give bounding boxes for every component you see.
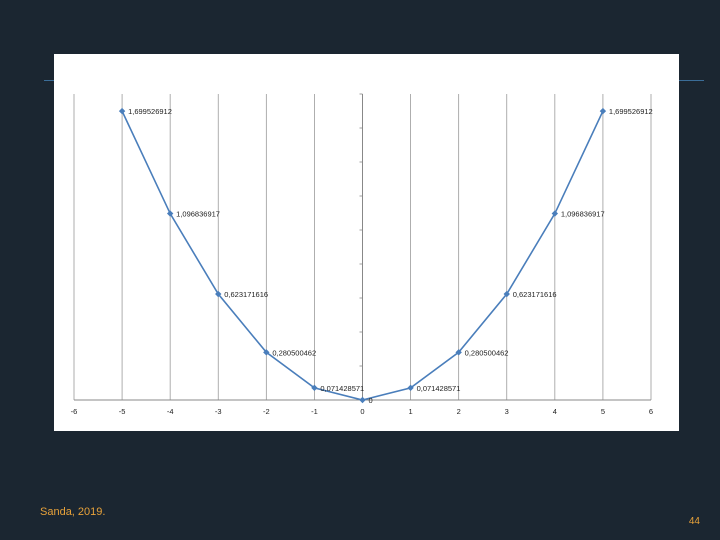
data-label: 1,096836917 — [561, 210, 605, 219]
data-label: 1,699526912 — [609, 107, 653, 116]
data-label: 1,096836917 — [176, 210, 220, 219]
x-tick-label: -2 — [263, 407, 270, 416]
x-tick-label: -4 — [167, 407, 174, 416]
x-tick-label: 3 — [505, 407, 509, 416]
data-label: 0,280500462 — [465, 348, 509, 357]
source-citation: Sanda, 2019. — [40, 506, 106, 518]
x-tick-label: -3 — [215, 407, 222, 416]
data-point — [599, 107, 607, 115]
data-point — [118, 107, 126, 115]
data-label: 0 — [369, 396, 373, 405]
data-label: 0,623171616 — [224, 290, 268, 299]
x-tick-label: 4 — [553, 407, 557, 416]
data-point — [407, 384, 414, 392]
x-tick-label: 2 — [457, 407, 461, 416]
data-point — [263, 349, 270, 356]
data-label: 0,071428571 — [417, 384, 461, 393]
data-label: 1,699526912 — [128, 107, 172, 116]
data-point — [455, 349, 462, 356]
data-label: 0,280500462 — [272, 348, 316, 357]
x-tick-label: 5 — [601, 407, 605, 416]
chart-panel: -6 -5 -4 -3 -2 -1 0 1 2 3 4 5 6 1,699526912 1,09683691… — [54, 54, 679, 431]
data-label: 0,071428571 — [320, 384, 364, 393]
data-point — [359, 396, 366, 404]
data-point — [166, 210, 174, 217]
x-tick-label: -5 — [119, 407, 126, 416]
x-tick-label: 0 — [360, 407, 364, 416]
page-number: 44 — [688, 516, 700, 527]
x-tick-label: -1 — [311, 407, 318, 416]
line-chart: -6 -5 -4 -3 -2 -1 0 1 2 3 4 5 6 1,699526912 1,09683691… — [71, 93, 653, 416]
x-tick-label: -6 — [71, 407, 78, 416]
x-tick-label: 1 — [408, 407, 412, 416]
data-label: 0,623171616 — [513, 290, 557, 299]
x-tick-label: 6 — [649, 407, 653, 416]
data-point — [311, 384, 318, 392]
